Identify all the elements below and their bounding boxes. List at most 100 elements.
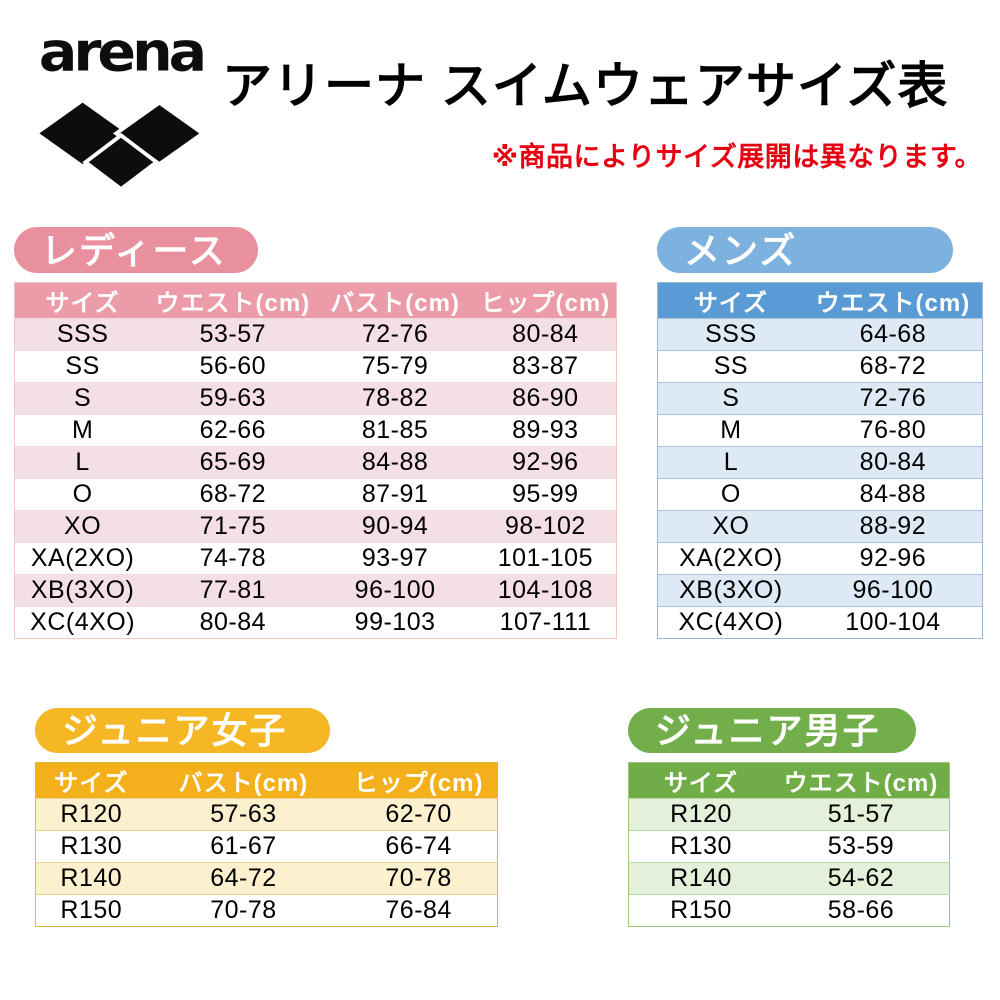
measurement-cell: 88-92 bbox=[803, 510, 983, 543]
measurement-cell: 92-96 bbox=[474, 446, 617, 479]
size-cell: SS bbox=[657, 350, 804, 383]
measurement-cell: 98-102 bbox=[474, 510, 617, 543]
measurement-cell: 75-79 bbox=[315, 350, 475, 383]
size-cell: O bbox=[14, 478, 151, 511]
table-row: O 68-72 87-91 95-99 bbox=[14, 478, 617, 511]
column-header: サイズ bbox=[657, 282, 804, 319]
column-header: バスト(cm) bbox=[146, 762, 341, 799]
size-cell: R150 bbox=[35, 894, 147, 927]
measurement-cell: 80-84 bbox=[474, 318, 617, 351]
table-row: XC(4XO) 80-84 99-103 107-111 bbox=[14, 606, 617, 639]
measurement-cell: 99-103 bbox=[315, 606, 475, 639]
size-cell: M bbox=[14, 414, 151, 447]
size-cell: SSS bbox=[657, 318, 804, 351]
header-row: サイズ ウエスト(cm) bbox=[657, 282, 983, 319]
measurement-cell: 61-67 bbox=[146, 830, 341, 863]
measurement-cell: 58-66 bbox=[772, 894, 950, 927]
measurement-cell: 80-84 bbox=[803, 446, 983, 479]
table-row: L 80-84 bbox=[657, 446, 983, 479]
table-row: XO 71-75 90-94 98-102 bbox=[14, 510, 617, 543]
table-row: XA(2XO) 74-78 93-97 101-105 bbox=[14, 542, 617, 575]
arena-logo-wordmark: arena bbox=[38, 21, 207, 84]
table-row: R120 57-63 62-70 bbox=[35, 798, 498, 831]
size-cell: L bbox=[14, 446, 151, 479]
size-cell: R120 bbox=[35, 798, 147, 831]
column-header: サイズ bbox=[14, 282, 151, 319]
column-header: ウエスト(cm) bbox=[803, 282, 983, 319]
measurement-cell: 93-97 bbox=[315, 542, 475, 575]
table-row: SS 56-60 75-79 83-87 bbox=[14, 350, 617, 383]
measurement-cell: 64-72 bbox=[146, 862, 341, 895]
page-title: アリーナ スイムウェアサイズ表 bbox=[222, 58, 949, 114]
table-row: R140 54-62 bbox=[628, 862, 950, 895]
size-cell: XA(2XO) bbox=[657, 542, 804, 575]
column-header: ヒップ(cm) bbox=[340, 762, 498, 799]
table-row: XB(3XO) 77-81 96-100 104-108 bbox=[14, 574, 617, 607]
measurement-cell: 81-85 bbox=[315, 414, 475, 447]
table-row: S 59-63 78-82 86-90 bbox=[14, 382, 617, 415]
column-header: ヒップ(cm) bbox=[474, 282, 617, 319]
ladies-size-table: サイズ ウエスト(cm) バスト(cm) ヒップ(cm) SSS 53-57 72-76 8… bbox=[14, 282, 617, 639]
size-cell: M bbox=[657, 414, 804, 447]
measurement-cell: 72-76 bbox=[315, 318, 475, 351]
measurement-cell: 84-88 bbox=[315, 446, 475, 479]
measurement-cell: 92-96 bbox=[803, 542, 983, 575]
column-header: サイズ bbox=[628, 762, 773, 799]
measurement-cell: 107-111 bbox=[474, 606, 617, 639]
header-row: サイズ バスト(cm) ヒップ(cm) bbox=[35, 762, 498, 799]
column-header: ウエスト(cm) bbox=[772, 762, 950, 799]
measurement-cell: 54-62 bbox=[772, 862, 950, 895]
measurement-cell: 62-66 bbox=[150, 414, 316, 447]
measurement-cell: 66-74 bbox=[340, 830, 498, 863]
junior-girls-section: ジュニア女子 サイズ バスト(cm) ヒップ(cm) R120 57-63 62-70 R… bbox=[35, 708, 498, 927]
measurement-cell: 96-100 bbox=[803, 574, 983, 607]
measurement-cell: 59-63 bbox=[150, 382, 316, 415]
header-row: サイズ ウエスト(cm) バスト(cm) ヒップ(cm) bbox=[14, 282, 617, 319]
size-cell: XB(3XO) bbox=[14, 574, 151, 607]
column-header: ウエスト(cm) bbox=[150, 282, 316, 319]
table-row: XC(4XO) 100-104 bbox=[657, 606, 983, 639]
size-cell: O bbox=[657, 478, 804, 511]
measurement-cell: 72-76 bbox=[803, 382, 983, 415]
arena-diamonds-icon bbox=[39, 100, 205, 191]
size-cell: XO bbox=[14, 510, 151, 543]
column-header: バスト(cm) bbox=[315, 282, 475, 319]
measurement-cell: 68-72 bbox=[803, 350, 983, 383]
table-row: R150 70-78 76-84 bbox=[35, 894, 498, 927]
table-row: SSS 53-57 72-76 80-84 bbox=[14, 318, 617, 351]
measurement-cell: 78-82 bbox=[315, 382, 475, 415]
measurement-cell: 87-91 bbox=[315, 478, 475, 511]
junior-girls-section-label: ジュニア女子 bbox=[35, 708, 330, 753]
measurement-cell: 74-78 bbox=[150, 542, 316, 575]
header-row: サイズ ウエスト(cm) bbox=[628, 762, 950, 799]
table-row: L 65-69 84-88 92-96 bbox=[14, 446, 617, 479]
measurement-cell: 80-84 bbox=[150, 606, 316, 639]
table-row: R130 53-59 bbox=[628, 830, 950, 863]
table-row: R130 61-67 66-74 bbox=[35, 830, 498, 863]
junior-boys-size-table: サイズ ウエスト(cm) R120 51-57 R130 53-59 R140 54-62 R… bbox=[628, 762, 950, 927]
mens-section: メンズ サイズ ウエスト(cm) SSS 64-68 SS 68-72 S 72-76 M 76… bbox=[657, 227, 983, 639]
ladies-section-label: レディース bbox=[14, 227, 258, 273]
size-cell: R120 bbox=[628, 798, 773, 831]
table-row: SS 68-72 bbox=[657, 350, 983, 383]
size-cell: XA(2XO) bbox=[14, 542, 151, 575]
size-cell: XC(4XO) bbox=[14, 606, 151, 639]
size-cell: XO bbox=[657, 510, 804, 543]
size-cell: SSS bbox=[14, 318, 151, 351]
size-cell: S bbox=[14, 382, 151, 415]
size-cell: R130 bbox=[628, 830, 773, 863]
measurement-cell: 65-69 bbox=[150, 446, 316, 479]
table-row: M 76-80 bbox=[657, 414, 983, 447]
size-cell: L bbox=[657, 446, 804, 479]
measurement-cell: 68-72 bbox=[150, 478, 316, 511]
table-row: R120 51-57 bbox=[628, 798, 950, 831]
measurement-cell: 62-70 bbox=[340, 798, 498, 831]
table-row: XO 88-92 bbox=[657, 510, 983, 543]
measurement-cell: 104-108 bbox=[474, 574, 617, 607]
junior-boys-section: ジュニア男子 サイズ ウエスト(cm) R120 51-57 R130 53-59 R14… bbox=[628, 708, 950, 927]
size-cell: S bbox=[657, 382, 804, 415]
table-row: R150 58-66 bbox=[628, 894, 950, 927]
measurement-cell: 86-90 bbox=[474, 382, 617, 415]
measurement-cell: 76-80 bbox=[803, 414, 983, 447]
mens-size-table: サイズ ウエスト(cm) SSS 64-68 SS 68-72 S 72-76 M 76-80 L… bbox=[657, 282, 983, 639]
